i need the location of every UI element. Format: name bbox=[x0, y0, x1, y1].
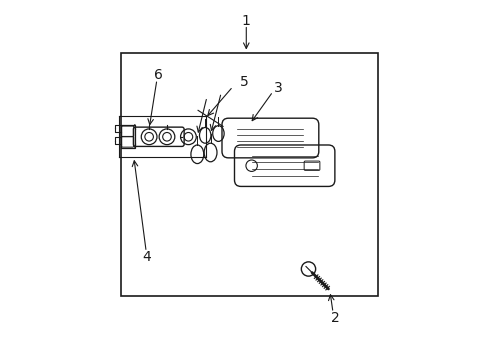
Text: 6: 6 bbox=[153, 68, 162, 82]
Text: 4: 4 bbox=[142, 250, 150, 264]
Text: 2: 2 bbox=[330, 311, 339, 324]
Text: 5: 5 bbox=[240, 76, 248, 90]
Text: 3: 3 bbox=[273, 81, 282, 95]
Text: 1: 1 bbox=[242, 14, 250, 28]
Bar bbox=[121, 53, 378, 296]
Bar bbox=[121, 125, 135, 148]
